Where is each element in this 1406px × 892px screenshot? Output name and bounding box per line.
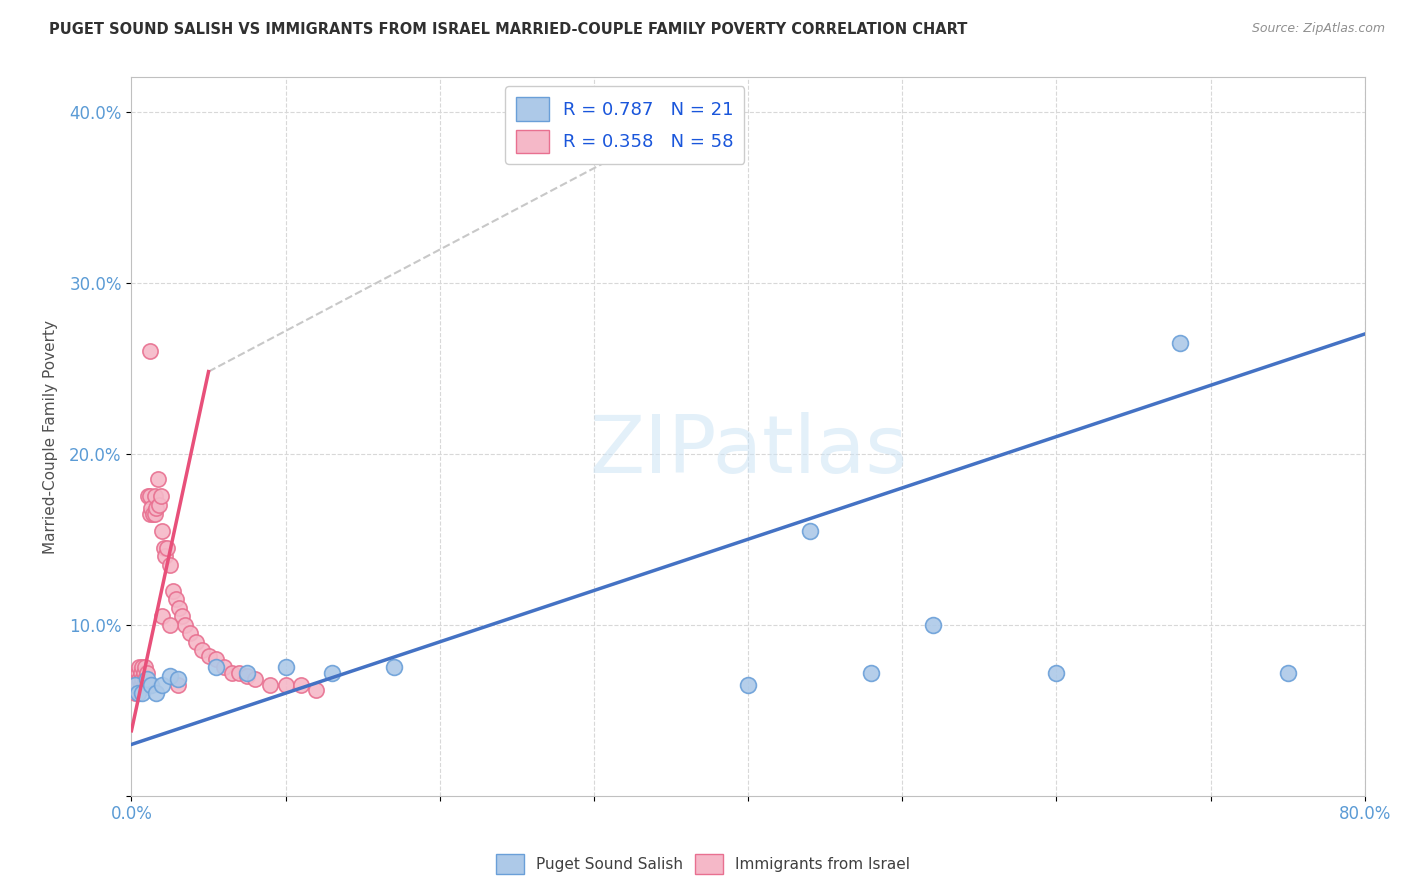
Point xyxy=(142,507,165,521)
Y-axis label: Married-Couple Family Poverty: Married-Couple Family Poverty xyxy=(44,319,58,554)
Point xyxy=(228,665,250,680)
Point xyxy=(799,524,821,538)
Point xyxy=(860,665,883,680)
Point xyxy=(737,677,759,691)
Point xyxy=(129,677,152,691)
Point xyxy=(159,669,181,683)
Point xyxy=(212,660,235,674)
Point xyxy=(139,344,162,359)
Point xyxy=(153,541,176,555)
Point xyxy=(155,549,177,564)
Legend: R = 0.787   N = 21, R = 0.358   N = 58: R = 0.787 N = 21, R = 0.358 N = 58 xyxy=(505,87,744,163)
Point xyxy=(127,665,149,680)
Point xyxy=(259,677,281,691)
Point xyxy=(139,507,162,521)
Point xyxy=(132,677,155,691)
Point xyxy=(150,677,173,691)
Point xyxy=(129,665,152,680)
Point xyxy=(141,677,163,691)
Point xyxy=(146,472,169,486)
Point xyxy=(290,677,312,691)
Point xyxy=(166,677,188,691)
Point xyxy=(135,677,157,691)
Point xyxy=(159,558,181,572)
Point xyxy=(131,660,153,674)
Point xyxy=(125,669,148,683)
Point xyxy=(1277,665,1299,680)
Point xyxy=(274,660,297,674)
Point xyxy=(321,665,343,680)
Point xyxy=(145,501,167,516)
Point xyxy=(124,686,146,700)
Point xyxy=(125,682,148,697)
Point xyxy=(132,665,155,680)
Point xyxy=(172,609,194,624)
Point xyxy=(205,652,228,666)
Point xyxy=(236,669,259,683)
Point xyxy=(127,686,149,700)
Point xyxy=(156,541,179,555)
Point xyxy=(150,524,173,538)
Point xyxy=(197,648,219,663)
Point xyxy=(205,660,228,674)
Point xyxy=(124,673,146,687)
Point xyxy=(1045,665,1067,680)
Point xyxy=(143,507,166,521)
Point xyxy=(141,501,163,516)
Point xyxy=(179,626,201,640)
Point xyxy=(165,592,187,607)
Point xyxy=(131,673,153,687)
Point xyxy=(138,490,160,504)
Text: ZIPatlas: ZIPatlas xyxy=(589,412,907,490)
Point xyxy=(159,617,181,632)
Point xyxy=(166,673,188,687)
Point xyxy=(243,673,266,687)
Point xyxy=(122,677,145,691)
Point xyxy=(139,490,162,504)
Point xyxy=(134,673,156,687)
Point xyxy=(124,677,146,691)
Point xyxy=(148,498,170,512)
Point xyxy=(162,583,184,598)
Point xyxy=(167,600,190,615)
Legend: Puget Sound Salish, Immigrants from Israel: Puget Sound Salish, Immigrants from Isra… xyxy=(491,848,915,880)
Point xyxy=(191,643,214,657)
Point xyxy=(382,660,405,674)
Point xyxy=(149,490,172,504)
Point xyxy=(135,673,157,687)
Text: PUGET SOUND SALISH VS IMMIGRANTS FROM ISRAEL MARRIED-COUPLE FAMILY POVERTY CORRE: PUGET SOUND SALISH VS IMMIGRANTS FROM IS… xyxy=(49,22,967,37)
Point xyxy=(922,617,945,632)
Point xyxy=(145,686,167,700)
Point xyxy=(134,660,156,674)
Point xyxy=(135,665,157,680)
Point xyxy=(128,673,150,687)
Point xyxy=(150,609,173,624)
Point xyxy=(127,677,149,691)
Point xyxy=(221,665,243,680)
Point xyxy=(174,617,197,632)
Point xyxy=(128,660,150,674)
Point xyxy=(274,677,297,691)
Text: Source: ZipAtlas.com: Source: ZipAtlas.com xyxy=(1251,22,1385,36)
Point xyxy=(236,665,259,680)
Point xyxy=(131,686,153,700)
Point xyxy=(143,490,166,504)
Point xyxy=(1168,335,1191,350)
Point xyxy=(186,635,208,649)
Point xyxy=(305,682,328,697)
